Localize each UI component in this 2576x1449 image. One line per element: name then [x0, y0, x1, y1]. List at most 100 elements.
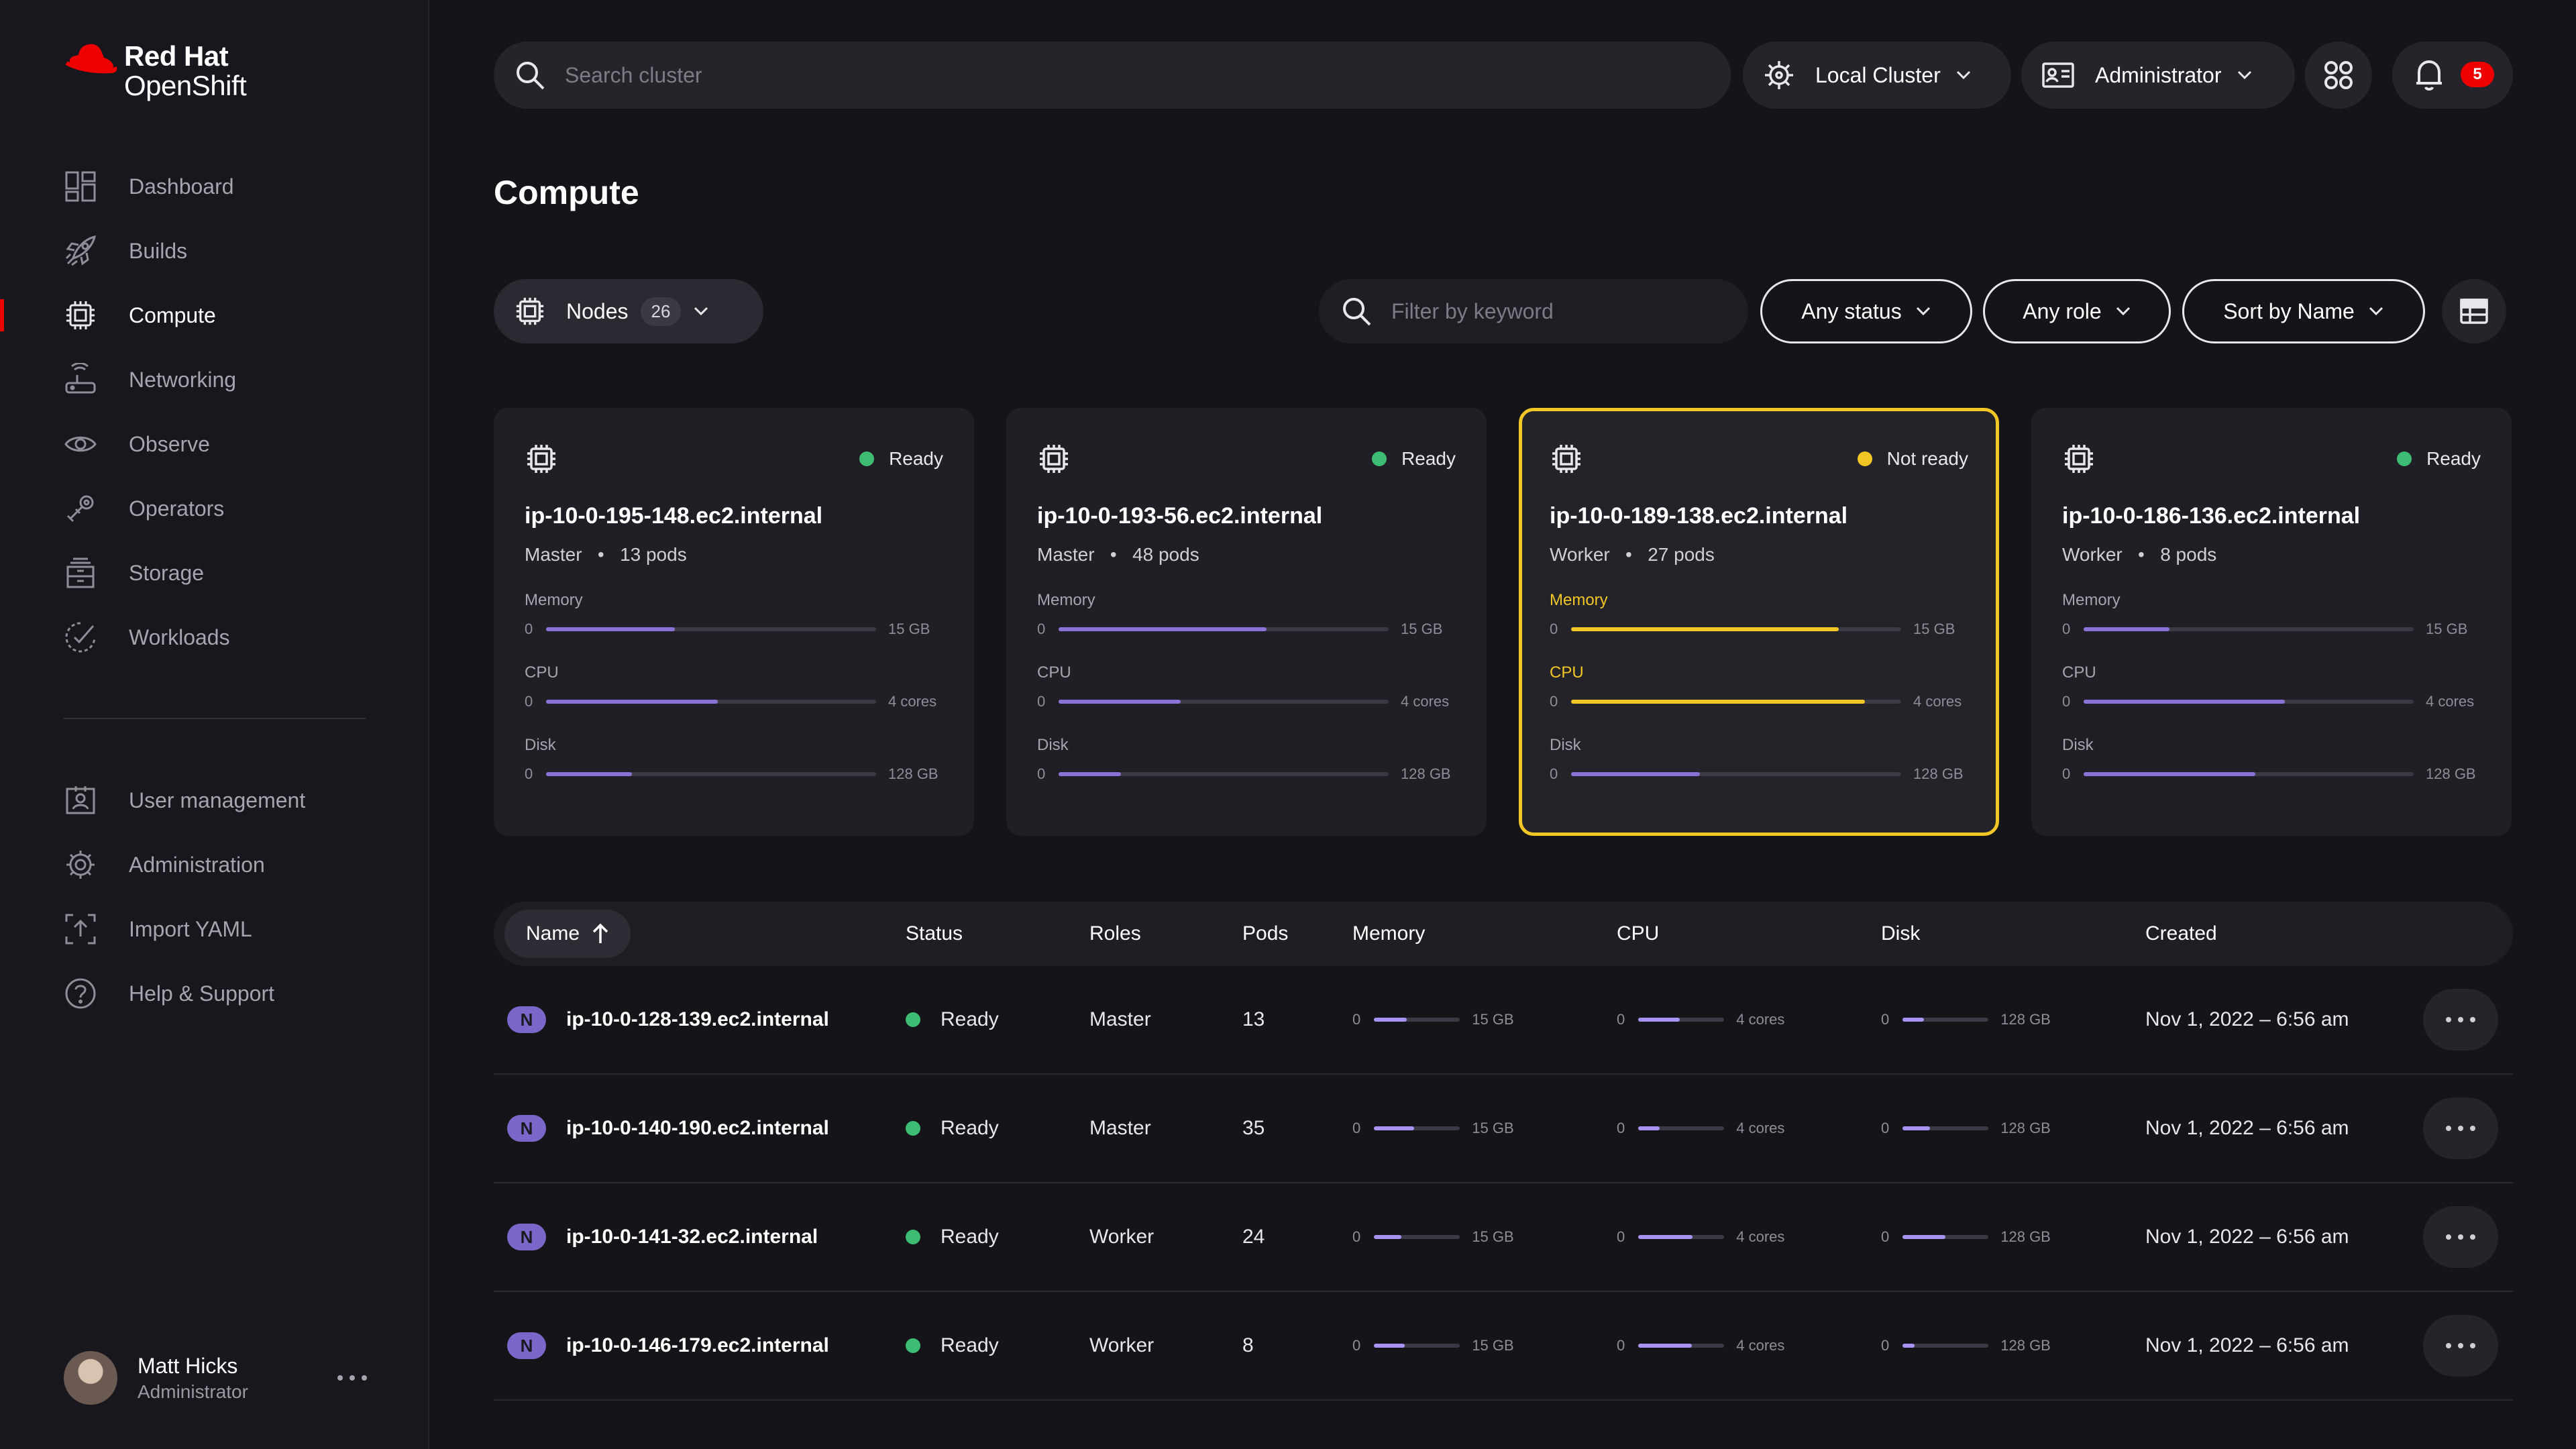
brand-line-1: Red Hat — [124, 40, 229, 72]
node-card[interactable]: Ready ip-10-0-193-56.ec2.internal Master… — [1006, 408, 1487, 836]
import-icon — [65, 914, 96, 945]
node-name-link[interactable]: ip-10-0-128-139.ec2.internal — [566, 1008, 829, 1030]
sidebar-item-storage[interactable]: Storage — [0, 541, 429, 605]
sidebar-item-dashboard[interactable]: Dashboard — [0, 154, 429, 219]
metric-memory: Memory 0 15 GB — [1037, 591, 1456, 638]
disk-cell: 0 128 GB — [1881, 1292, 2051, 1399]
notifications-button[interactable]: 5 — [2392, 42, 2513, 109]
column-header-created[interactable]: Created — [2145, 922, 2217, 945]
sidebar-item-builds[interactable]: Builds — [0, 219, 429, 283]
sidebar-item-workloads[interactable]: Workloads — [0, 605, 429, 669]
usage-bar-fill — [1902, 1344, 1915, 1348]
node-card[interactable]: Not ready ip-10-0-189-138.ec2.internal W… — [1519, 408, 1999, 836]
table-header: Name Status Roles Pods Memory CPU Disk C… — [494, 902, 2513, 966]
node-name-link[interactable]: ip-10-0-146-179.ec2.internal — [566, 1334, 829, 1356]
sidebar-item-compute[interactable]: Compute — [0, 283, 429, 347]
sort-by-name-header[interactable]: Name — [504, 910, 631, 958]
sidebar-item-label: Dashboard — [129, 174, 234, 199]
brand-line-2: OpenShift — [124, 70, 247, 101]
sidebar-item-label: Storage — [129, 560, 205, 585]
usage-disk: 0 128 GB — [1881, 1228, 2051, 1246]
red-hat-openshift-logo[interactable]: Red Hat OpenShift — [64, 40, 247, 101]
row-actions-button[interactable] — [2423, 1097, 2498, 1159]
id-card-icon — [2042, 62, 2074, 88]
metric-min: 0 — [1617, 1011, 1625, 1028]
sort-dropdown[interactable]: Sort by Name — [2182, 279, 2425, 343]
usage-disk: 0 128 GB — [1881, 1337, 2051, 1354]
metric-max: 15 GB — [1472, 1228, 1514, 1245]
status-text: Ready — [2426, 448, 2481, 469]
sidebar-item-operators[interactable]: Operators — [0, 476, 429, 541]
column-header-status[interactable]: Status — [906, 922, 963, 945]
usage-bar-fill — [546, 700, 718, 704]
role-filter-dropdown[interactable]: Any role — [1983, 279, 2171, 343]
filter-by-keyword[interactable] — [1319, 279, 1748, 343]
name-cell: N ip-10-0-146-179.ec2.internal — [507, 1292, 829, 1399]
node-meta: Master • 48 pods — [1037, 544, 1456, 566]
search-input[interactable] — [565, 62, 1571, 88]
table-row[interactable]: N ip-10-0-141-32.ec2.internal Ready Work… — [494, 1183, 2513, 1292]
metric-label: Memory — [525, 591, 583, 609]
perspective-name: Administrator — [2095, 62, 2222, 87]
column-header-pods[interactable]: Pods — [1242, 922, 1289, 945]
row-actions-button[interactable] — [2423, 989, 2498, 1051]
perspective-selector[interactable]: Administrator — [2021, 42, 2295, 109]
app-launcher-button[interactable] — [2305, 42, 2372, 109]
user-profile[interactable]: Matt Hicks Administrator — [64, 1351, 372, 1405]
resource-selector[interactable]: Nodes 26 — [494, 279, 763, 343]
column-header-roles[interactable]: Roles — [1089, 922, 1141, 945]
table-row[interactable]: N ip-10-0-128-139.ec2.internal Ready Mas… — [494, 966, 2513, 1075]
usage-bar — [1374, 1126, 1460, 1130]
status-dot — [859, 451, 875, 466]
usage-cpu: 0 4 cores — [1617, 1011, 1784, 1028]
usage-bar — [1374, 1235, 1460, 1239]
sidebar-item-networking[interactable]: Networking — [0, 347, 429, 412]
usage-bar — [2084, 627, 2414, 631]
metric-min: 0 — [1881, 1011, 1890, 1028]
node-role: Master — [1037, 544, 1095, 565]
status-filter-dropdown[interactable]: Any status — [1760, 279, 1972, 343]
sidebar-item-import-yaml[interactable]: Import YAML — [0, 897, 429, 961]
metric-min: 0 — [1550, 693, 1558, 710]
status-text: Ready — [941, 1008, 999, 1030]
node-card[interactable]: Ready ip-10-0-195-148.ec2.internal Maste… — [494, 408, 974, 836]
status-dot — [906, 1012, 920, 1027]
column-header-memory[interactable]: Memory — [1352, 922, 1426, 945]
cluster-selector[interactable]: Local Cluster — [1743, 42, 2011, 109]
sidebar-item-observe[interactable]: Observe — [0, 412, 429, 476]
filter-input[interactable] — [1391, 299, 1727, 324]
sidebar-item-help-support[interactable]: Help & Support — [0, 961, 429, 1026]
sidebar-item-administration[interactable]: Administration — [0, 833, 429, 897]
usage-bar-fill — [1374, 1018, 1407, 1022]
table-row[interactable]: N ip-10-0-146-179.ec2.internal Ready Wor… — [494, 1292, 2513, 1401]
role-cell: Worker — [1089, 1226, 1155, 1248]
row-actions-button[interactable] — [2423, 1206, 2498, 1268]
metric-max: 4 cores — [1736, 1228, 1785, 1245]
search-cluster[interactable] — [494, 42, 1731, 109]
metric-max: 128 GB — [1913, 765, 1964, 782]
node-pods: 48 pods — [1132, 544, 1199, 565]
node-name-link[interactable]: ip-10-0-141-32.ec2.internal — [566, 1226, 818, 1248]
node-name-link[interactable]: ip-10-0-140-190.ec2.internal — [566, 1117, 829, 1139]
usage-bar-fill — [1374, 1126, 1415, 1130]
table-row[interactable]: N ip-10-0-140-190.ec2.internal Ready Mas… — [494, 1075, 2513, 1183]
column-header-disk[interactable]: Disk — [1881, 922, 1921, 945]
metric-max: 128 GB — [2000, 1228, 2051, 1245]
column-header-cpu[interactable]: CPU — [1617, 922, 1660, 945]
sidebar-item-user-management[interactable]: User management — [0, 768, 429, 833]
table-icon — [2460, 299, 2488, 324]
rocket-icon — [65, 235, 97, 266]
node-card[interactable]: Ready ip-10-0-186-136.ec2.internal Worke… — [2031, 408, 2512, 836]
search-icon — [517, 62, 545, 90]
row-actions-button[interactable] — [2423, 1315, 2498, 1377]
usage-bar-fill — [1059, 772, 1122, 776]
status-indicator: Ready — [1372, 448, 1456, 470]
usage-bar-fill — [1059, 627, 1267, 631]
metric-max: 15 GB — [888, 621, 930, 637]
usage-cpu: 0 4 cores — [1617, 1120, 1784, 1137]
metric-label: CPU — [1037, 663, 1071, 682]
usage-bar-fill — [546, 772, 632, 776]
table-view-toggle[interactable] — [2442, 279, 2506, 343]
more-options-icon[interactable] — [332, 1364, 372, 1391]
node-pods: 13 pods — [620, 544, 687, 565]
